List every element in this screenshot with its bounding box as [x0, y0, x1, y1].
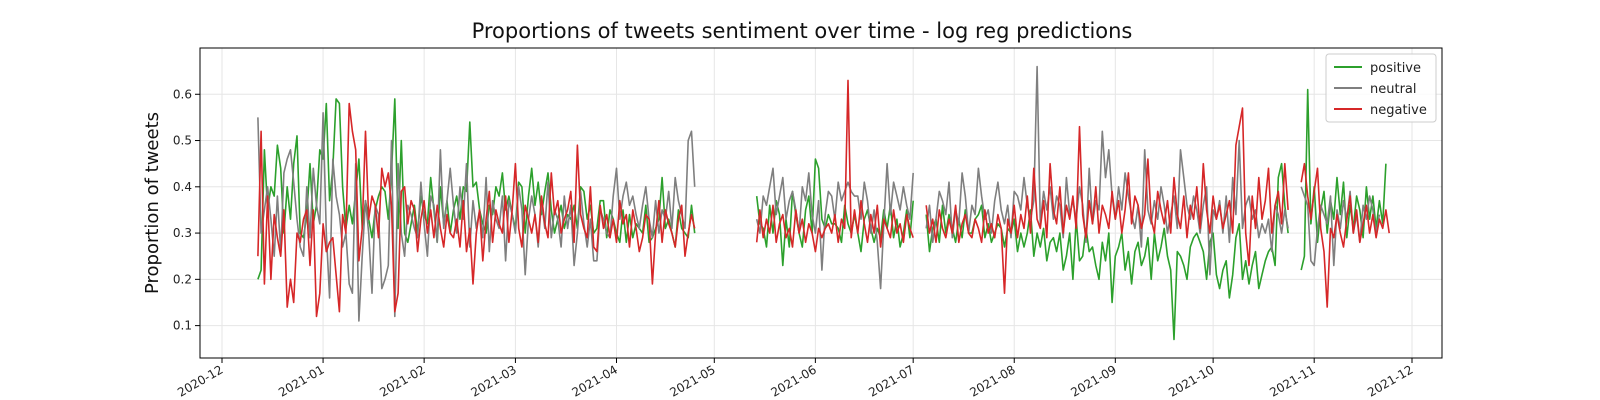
x-tick-label: 2020-12: [175, 362, 225, 399]
neutral-line-segment-4: [1300, 186, 1381, 267]
legend-box: [1325, 53, 1437, 123]
x-tick-label: 2021-05: [667, 362, 717, 399]
x-tick-label: 2021-10: [1166, 362, 1216, 399]
x-tick-label: 2021-04: [570, 362, 620, 399]
negative-line-segment-1: [257, 102, 696, 318]
negative-line-segment-3: [925, 107, 1289, 295]
y-tick-label: 0.4: [173, 180, 192, 194]
legend-items: positive neutral negative: [1334, 61, 1427, 118]
x-tick-label: 2021-07: [866, 362, 916, 399]
neutral-line-segment-3: [925, 65, 1289, 276]
x-tick-label: 2021-09: [1068, 362, 1118, 399]
negative-line-segment-4: [1300, 162, 1390, 308]
y-tick-label: 0.6: [173, 87, 192, 101]
x-tick-label: 2021-03: [469, 362, 519, 399]
series-lines: [257, 65, 1390, 341]
legend-label-positive: positive: [1370, 61, 1421, 76]
x-tick-label: 2021-11: [1267, 362, 1317, 399]
negative-line-segment-2: [755, 79, 914, 253]
y-axis: 0.1 0.2 0.3 0.4 0.5 0.6: [173, 87, 200, 333]
plot-area-frame: [199, 47, 1443, 359]
series-negative: [257, 79, 1390, 318]
x-tick-label: 2021-08: [967, 362, 1017, 399]
x-tick-label: 2021-12: [1365, 362, 1415, 399]
legend: positive neutral negative: [1325, 53, 1437, 123]
grid: [200, 48, 1442, 358]
x-tick-label: 2021-01: [276, 362, 326, 399]
legend-label-neutral: neutral: [1370, 82, 1417, 97]
y-tick-label: 0.1: [173, 319, 192, 333]
y-tick-label: 0.5: [173, 134, 192, 148]
x-tick-label: 2021-02: [377, 362, 427, 399]
y-tick-label: 0.2: [173, 272, 192, 286]
positive-line-segment-3: [925, 162, 1289, 341]
legend-label-negative: negative: [1370, 103, 1427, 118]
x-tick-label: 2021-06: [768, 362, 818, 399]
y-tick-label: 0.3: [173, 226, 192, 240]
y-axis-title: Proportion of tweets: [142, 112, 163, 294]
x-axis: 2020-12 2021-01 2021-02 2021-03 2021-04 2021-…: [175, 358, 1416, 400]
series-neutral: [257, 65, 1381, 322]
chart-title: Proportions of tweets sentiment over tim…: [472, 19, 1133, 43]
